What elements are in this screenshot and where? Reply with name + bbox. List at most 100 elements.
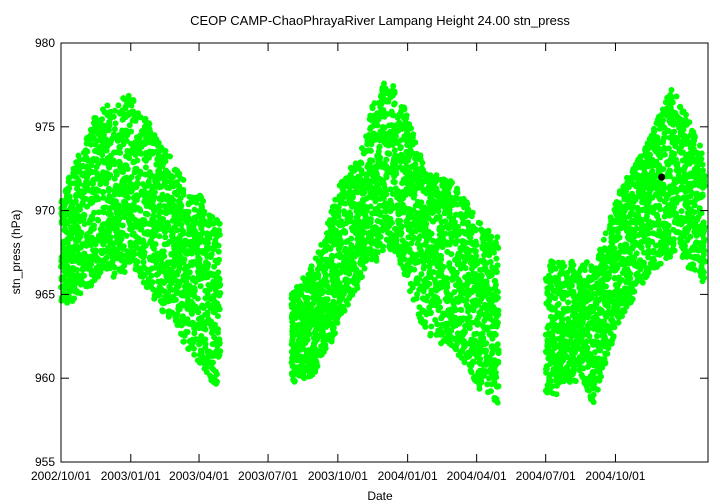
data-point: [569, 371, 576, 378]
data-point: [482, 368, 489, 375]
data-point: [164, 197, 171, 203]
data-point: [202, 311, 208, 318]
data-point: [472, 248, 479, 255]
data-point: [418, 199, 425, 206]
data-point: [70, 170, 77, 177]
data-point: [417, 152, 424, 159]
data-point: [148, 272, 155, 279]
data-point: [585, 305, 592, 312]
data-point: [613, 303, 620, 310]
data-point: [594, 333, 601, 339]
data-point: [141, 253, 148, 259]
data-point: [184, 329, 191, 335]
data-point: [454, 189, 461, 196]
data-point: [134, 157, 141, 164]
data-point: [101, 221, 108, 228]
data-point: [215, 269, 222, 276]
data-point: [202, 340, 209, 347]
data-point: [379, 96, 386, 103]
data-point: [165, 312, 172, 319]
data-point: [117, 149, 124, 156]
data-point: [159, 161, 166, 167]
data-point: [191, 303, 198, 310]
data-point: [601, 334, 608, 341]
data-point: [327, 306, 334, 313]
data-point: [374, 110, 381, 117]
data-point: [87, 217, 94, 224]
data-point: [117, 237, 124, 244]
data-point: [170, 183, 177, 190]
data-point: [494, 341, 501, 348]
data-point: [348, 235, 355, 242]
data-point: [123, 137, 130, 144]
data-point: [492, 331, 499, 338]
data-point: [112, 120, 119, 127]
data-point: [591, 290, 597, 297]
data-point: [492, 278, 499, 285]
data-point: [106, 193, 113, 200]
data-point: [122, 105, 129, 112]
data-point: [472, 227, 479, 234]
data-point: [606, 291, 613, 298]
data-point: [480, 348, 487, 354]
data-point: [581, 285, 588, 292]
data-point: [459, 347, 466, 354]
data-point: [478, 379, 485, 386]
data-point: [127, 239, 134, 246]
data-point: [180, 186, 187, 193]
data-point: [105, 126, 112, 133]
data-point: [398, 223, 405, 230]
data-point: [69, 298, 76, 304]
data-point: [167, 153, 173, 160]
data-point: [391, 88, 398, 95]
data-point: [137, 268, 144, 274]
data-point: [106, 239, 113, 246]
data-point: [148, 265, 155, 272]
data-point: [79, 194, 86, 201]
data-point: [324, 297, 330, 303]
data-point: [312, 360, 319, 367]
data-point: [124, 166, 131, 172]
data-point: [395, 127, 402, 134]
data-point: [424, 236, 431, 243]
data-point: [63, 253, 70, 260]
data-point: [391, 100, 398, 107]
data-point: [138, 226, 145, 233]
data-point: [495, 358, 502, 365]
data-point: [317, 252, 324, 258]
data-point: [448, 315, 455, 322]
data-point: [416, 184, 423, 191]
data-point: [213, 326, 220, 333]
data-point: [91, 136, 98, 142]
data-point: [335, 207, 342, 214]
data-point: [128, 174, 135, 180]
data-point: [176, 170, 183, 177]
data-point: [367, 147, 374, 154]
data-point: [490, 304, 497, 311]
data-point: [390, 83, 397, 89]
data-point: [459, 329, 466, 336]
data-point: [294, 351, 301, 358]
data-point: [180, 176, 187, 183]
data-point: [108, 221, 115, 228]
data-point: [386, 122, 392, 129]
data-points: [58, 80, 708, 406]
data-point: [427, 172, 434, 179]
data-point: [363, 257, 370, 264]
data-point: [603, 264, 609, 271]
data-point: [380, 178, 387, 185]
data-point: [476, 298, 483, 305]
data-point: [488, 272, 495, 279]
data-point: [142, 242, 149, 249]
data-point: [134, 204, 141, 211]
data-point: [216, 220, 223, 227]
data-point: [81, 189, 88, 196]
data-point: [474, 321, 481, 328]
data-point: [427, 332, 434, 339]
data-point: [579, 262, 586, 269]
data-point: [409, 132, 416, 139]
data-point: [294, 284, 300, 290]
data-point: [495, 311, 502, 318]
data-point: [453, 229, 460, 236]
data-point: [188, 298, 195, 305]
